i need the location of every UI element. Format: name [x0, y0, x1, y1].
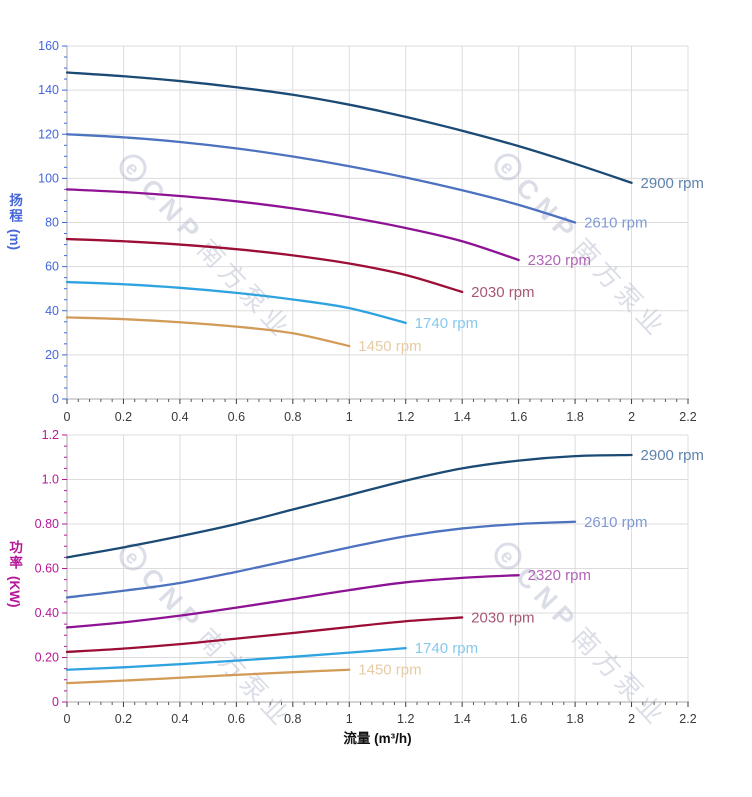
- x-tick-label: 0: [64, 410, 71, 424]
- brand-watermark-text: CNP: [510, 172, 585, 250]
- x-tick-label: 2.2: [679, 410, 696, 424]
- x-tick-label: 0.6: [228, 410, 245, 424]
- brand-watermark-text: CNP: [135, 562, 210, 640]
- curve-2900-rpm: [65, 453, 633, 559]
- curve-1740-rpm: [65, 647, 407, 671]
- curve-label-2030-rpm: 2030 rpm: [471, 284, 534, 301]
- y-tick-label: 0.40: [35, 606, 59, 620]
- x-tick-label: 1.8: [566, 712, 583, 726]
- power-axis-title: 功率 (KW): [7, 540, 23, 608]
- x-tick-label: 0.2: [115, 712, 132, 726]
- curve-label-2610-rpm: 2610 rpm: [584, 215, 647, 232]
- x-tick-label: 1.4: [453, 410, 470, 424]
- curve-label-1740-rpm: 1740 rpm: [415, 315, 478, 332]
- x-tick-label: 0.8: [284, 410, 301, 424]
- y-tick-label: 120: [38, 127, 59, 141]
- x-tick-label: 2.2: [679, 712, 696, 726]
- x-tick-label: 2: [628, 712, 635, 726]
- power-axis-title-unit: (KW): [7, 576, 23, 608]
- y-tick-label: 0.20: [35, 651, 59, 665]
- y-tick-label: 0.60: [35, 562, 59, 576]
- x-tick-label: 2: [628, 410, 635, 424]
- curve-2610-rpm: [65, 520, 577, 599]
- curve-2030-rpm: [65, 237, 464, 294]
- head-axis-title-cn: 扬程: [7, 193, 23, 224]
- curve-label-2900-rpm: 2900 rpm: [641, 447, 704, 464]
- x-tick-label: 1.8: [566, 410, 583, 424]
- head-axis-title: 扬程 (m): [7, 193, 23, 250]
- curve-label-2030-rpm: 2030 rpm: [471, 609, 534, 626]
- curve-label-2900-rpm: 2900 rpm: [641, 175, 704, 192]
- y-tick-label: 0: [52, 392, 59, 406]
- head-axis-title-unit: (m): [7, 229, 23, 250]
- y-tick-label: 20: [45, 348, 59, 362]
- flow-axis-title: 流量 (m³/h): [343, 731, 412, 746]
- y-tick-label: 60: [45, 260, 59, 274]
- y-tick-label: 0.80: [35, 517, 59, 531]
- curve-1450-rpm: [65, 316, 351, 348]
- x-tick-label: 0.4: [171, 410, 188, 424]
- curve-2320-rpm: [65, 188, 520, 262]
- curve-2320-rpm: [65, 574, 520, 629]
- brand-logo-icon: [494, 542, 522, 570]
- curve-1740-rpm: [65, 280, 407, 325]
- y-tick-label: 1.2: [42, 428, 59, 442]
- brand-watermark-text: CNP: [135, 173, 210, 251]
- curve-2900-rpm: [65, 71, 633, 184]
- x-tick-label: 0.8: [284, 712, 301, 726]
- curve-label-1450-rpm: 1450 rpm: [358, 662, 421, 679]
- x-tick-label: 1.6: [510, 410, 527, 424]
- x-axis-ticks: 0 0.2 0.4 0.6 0.8 1 1.2 1.4 1.6 1.8 2 2.2: [64, 702, 697, 726]
- x-tick-label: 1: [346, 410, 353, 424]
- y-tick-label: 0: [52, 695, 59, 709]
- brand-watermark-cn: 南方泵业: [567, 233, 674, 344]
- x-tick-label: 1.4: [453, 712, 470, 726]
- curve-1450-rpm: [65, 668, 351, 685]
- x-tick-label: 0.2: [115, 410, 132, 424]
- curve-label-1740-rpm: 1740 rpm: [415, 640, 478, 657]
- curve-label-2610-rpm: 2610 rpm: [584, 514, 647, 531]
- brand-logo-icon: [494, 153, 522, 181]
- curve-label-2320-rpm: 2320 rpm: [528, 567, 591, 584]
- curve-label-1450-rpm: 1450 rpm: [358, 338, 421, 355]
- y-tick-label: 80: [45, 216, 59, 230]
- y-axis-ticks: 0 20 40 60 80 100 120 140 160: [38, 39, 67, 406]
- y-tick-label: 140: [38, 83, 59, 97]
- y-tick-label: 40: [45, 304, 59, 318]
- brand-logo-icon: [119, 154, 147, 182]
- y-axis-ticks: 0 0.20 0.40 0.60 0.80 1.0 1.2: [35, 428, 67, 709]
- curve-label-2320-rpm: 2320 rpm: [528, 252, 591, 269]
- y-tick-label: 160: [38, 39, 59, 53]
- x-axis-ticks: 0 0.2 0.4 0.6 0.8 1 1.2 1.4 1.6 1.8 2 2.2: [64, 399, 697, 424]
- y-tick-label: 100: [38, 171, 59, 185]
- x-tick-label: 0.4: [171, 712, 188, 726]
- curve-2030-rpm: [65, 616, 464, 654]
- x-tick-label: 1.2: [397, 712, 414, 726]
- curve-2610-rpm: [65, 133, 577, 224]
- x-tick-label: 1.6: [510, 712, 527, 726]
- x-tick-label: 1.2: [397, 410, 414, 424]
- power-axis-title-cn: 功率: [7, 540, 23, 571]
- x-tick-label: 0.6: [228, 712, 245, 726]
- x-tick-label: 0: [64, 712, 71, 726]
- y-tick-label: 1.0: [42, 473, 59, 487]
- x-tick-label: 1: [346, 712, 353, 726]
